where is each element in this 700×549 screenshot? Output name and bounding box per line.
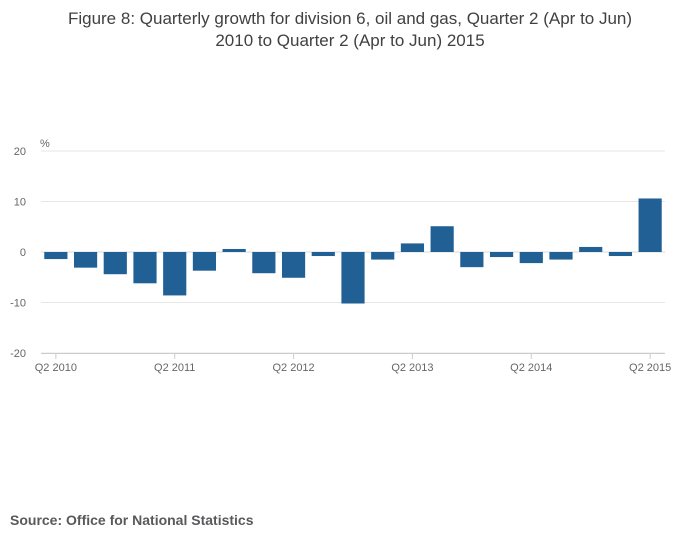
bar-q1-2012 xyxy=(252,252,276,274)
x-tick-label: Q2 2013 xyxy=(391,362,433,374)
x-tick-label: Q2 2014 xyxy=(510,362,552,374)
x-tick-label: Q2 2010 xyxy=(35,362,77,374)
bar-q4-2011 xyxy=(222,248,246,252)
bar-q2-2011 xyxy=(163,252,187,296)
bar-q3-2012 xyxy=(311,252,335,257)
bar-q3-2013 xyxy=(430,226,454,252)
bars xyxy=(44,198,662,304)
y-tick-label: -10 xyxy=(10,298,26,310)
x-tick-label: Q2 2012 xyxy=(272,362,314,374)
bar-q2-2013 xyxy=(400,243,425,252)
bar-q1-2014 xyxy=(489,252,514,258)
y-axis-unit-label: % xyxy=(40,138,50,150)
axes: 20 10 0 -10 -20% Q2 2010 Q2 2011 Q2 2012 Q2 2013… xyxy=(10,138,671,374)
bar-q3-2011 xyxy=(192,252,217,271)
bar-q4-2012 xyxy=(341,252,365,304)
x-tick-label: Q2 2015 xyxy=(629,362,671,374)
bar-q3-2010 xyxy=(73,252,98,268)
bar-q2-2015 xyxy=(638,198,662,252)
y-tick-label: 20 xyxy=(14,146,26,158)
bar-q1-2015 xyxy=(608,252,633,257)
chart-title: Figure 8: Quarterly growth for division … xyxy=(20,8,680,52)
bar-q2-2010 xyxy=(44,252,68,260)
bar-q1-2011 xyxy=(133,252,157,284)
bar-q2-2014 xyxy=(519,252,543,264)
source-note: Source: Office for National Statistics xyxy=(10,512,254,528)
bar-q2-2012 xyxy=(281,252,306,278)
y-tick-label: -20 xyxy=(10,348,26,360)
bar-q4-2010 xyxy=(103,252,127,275)
bar-q3-2014 xyxy=(549,252,573,260)
x-tick-label: Q2 2011 xyxy=(154,362,195,374)
bar-q4-2013 xyxy=(460,252,484,268)
chart-title-line-1: Figure 8: Quarterly growth for division … xyxy=(67,9,633,28)
chart-title-line-2: 2010 to Quarter 2 (Apr to Jun) 2015 xyxy=(215,31,485,50)
y-tick-label: 0 xyxy=(20,247,26,259)
bar-q1-2013 xyxy=(371,252,395,260)
bar-q4-2014 xyxy=(579,246,603,252)
y-tick-label: 10 xyxy=(14,197,26,209)
